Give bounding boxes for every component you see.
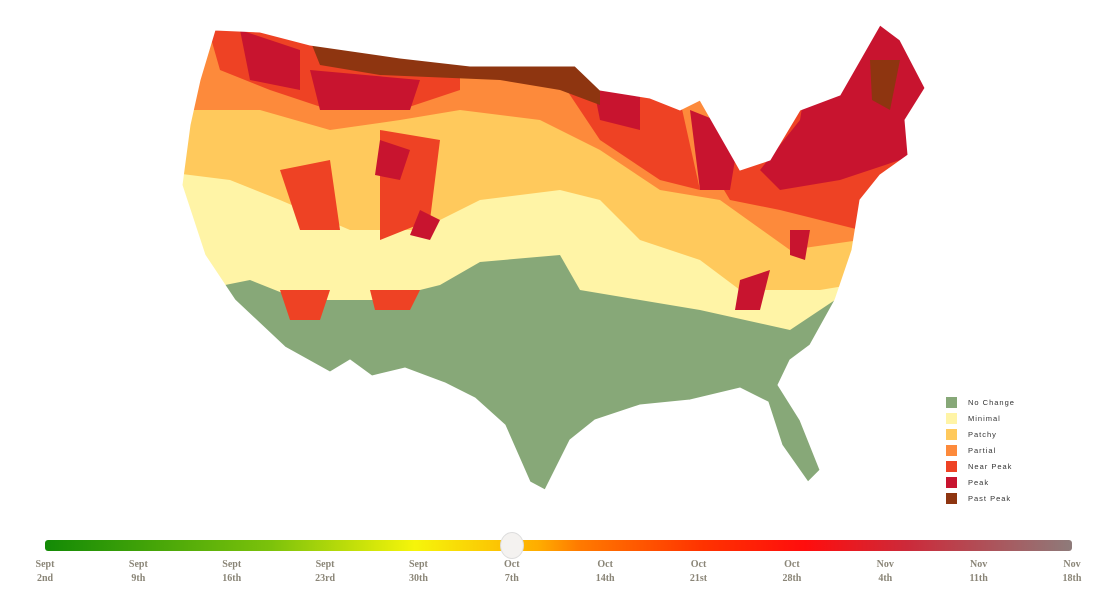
tick-day: 16th <box>222 573 242 584</box>
tick-month: Nov <box>876 559 894 570</box>
tick-day: 21st <box>689 573 708 584</box>
legend-item: Past Peak <box>946 490 1015 506</box>
legend: No Change Minimal Patchy Partial Near Peak Pe… <box>946 394 1015 506</box>
date-slider-thumb[interactable] <box>499 532 524 559</box>
date-tick[interactable]: Nov 11th <box>949 558 1009 586</box>
tick-day: 7th <box>504 573 519 584</box>
legend-label: Peak <box>968 477 990 487</box>
tick-day: 28th <box>782 573 802 584</box>
legend-item: Peak <box>946 474 1015 490</box>
legend-swatch <box>946 396 957 408</box>
date-tick[interactable]: Sept 9th <box>108 558 168 586</box>
tick-month: Sept <box>409 559 428 570</box>
tick-month: Nov <box>1063 559 1081 570</box>
tick-month: Sept <box>315 559 335 570</box>
tick-day: 4th <box>878 573 893 584</box>
tick-month: Sept <box>128 559 148 570</box>
date-tick[interactable]: Nov 18th <box>1042 558 1100 586</box>
legend-label: Minimal <box>968 413 1001 423</box>
date-tick[interactable]: Sept 23rd <box>295 558 355 586</box>
tick-month: Oct <box>784 559 800 570</box>
date-tick[interactable]: Sept 16th <box>202 558 262 586</box>
tick-day: 9th <box>131 573 146 584</box>
legend-swatch <box>946 492 957 504</box>
legend-label: Past Peak <box>968 493 1012 503</box>
date-tick[interactable]: Oct 21st <box>669 558 729 586</box>
tick-day: 23rd <box>315 573 336 584</box>
legend-swatch <box>946 444 957 456</box>
tick-day: 18th <box>1062 573 1082 584</box>
tick-day: 11th <box>969 573 988 584</box>
legend-item: Minimal <box>946 410 1015 426</box>
tick-day: 2nd <box>36 573 54 584</box>
tick-month: Sept <box>222 559 242 570</box>
date-tick[interactable]: Sept 2nd <box>15 558 75 586</box>
tick-month: Oct <box>597 559 613 570</box>
tick-month: Sept <box>35 559 55 570</box>
legend-label: Partial <box>968 445 997 455</box>
tick-month: Nov <box>970 559 988 570</box>
legend-item: No Change <box>946 394 1015 410</box>
tick-day: 14th <box>595 573 615 584</box>
date-tick[interactable]: Sept 30th <box>388 558 448 586</box>
date-slider-track[interactable] <box>45 540 1072 551</box>
legend-swatch <box>946 428 957 440</box>
date-tick[interactable]: Oct 7th <box>482 558 542 586</box>
legend-swatch <box>946 460 957 472</box>
legend-item: Near Peak <box>946 458 1015 474</box>
date-tick[interactable]: Oct 28th <box>762 558 822 586</box>
legend-item: Patchy <box>946 426 1015 442</box>
date-tick[interactable]: Nov 4th <box>855 558 915 586</box>
legend-item: Partial <box>946 442 1015 458</box>
legend-swatch <box>946 412 957 424</box>
legend-label: Patchy <box>968 429 997 439</box>
tick-month: Oct <box>690 559 707 570</box>
date-tick[interactable]: Oct 14th <box>575 558 635 586</box>
legend-label: No Change <box>968 397 1015 407</box>
legend-label: Near Peak <box>968 461 1013 471</box>
tick-month: Oct <box>504 559 520 570</box>
region-peak <box>240 25 925 310</box>
legend-swatch <box>946 476 957 488</box>
us-foliage-map <box>181 24 926 491</box>
tick-day: 30th <box>409 573 428 584</box>
